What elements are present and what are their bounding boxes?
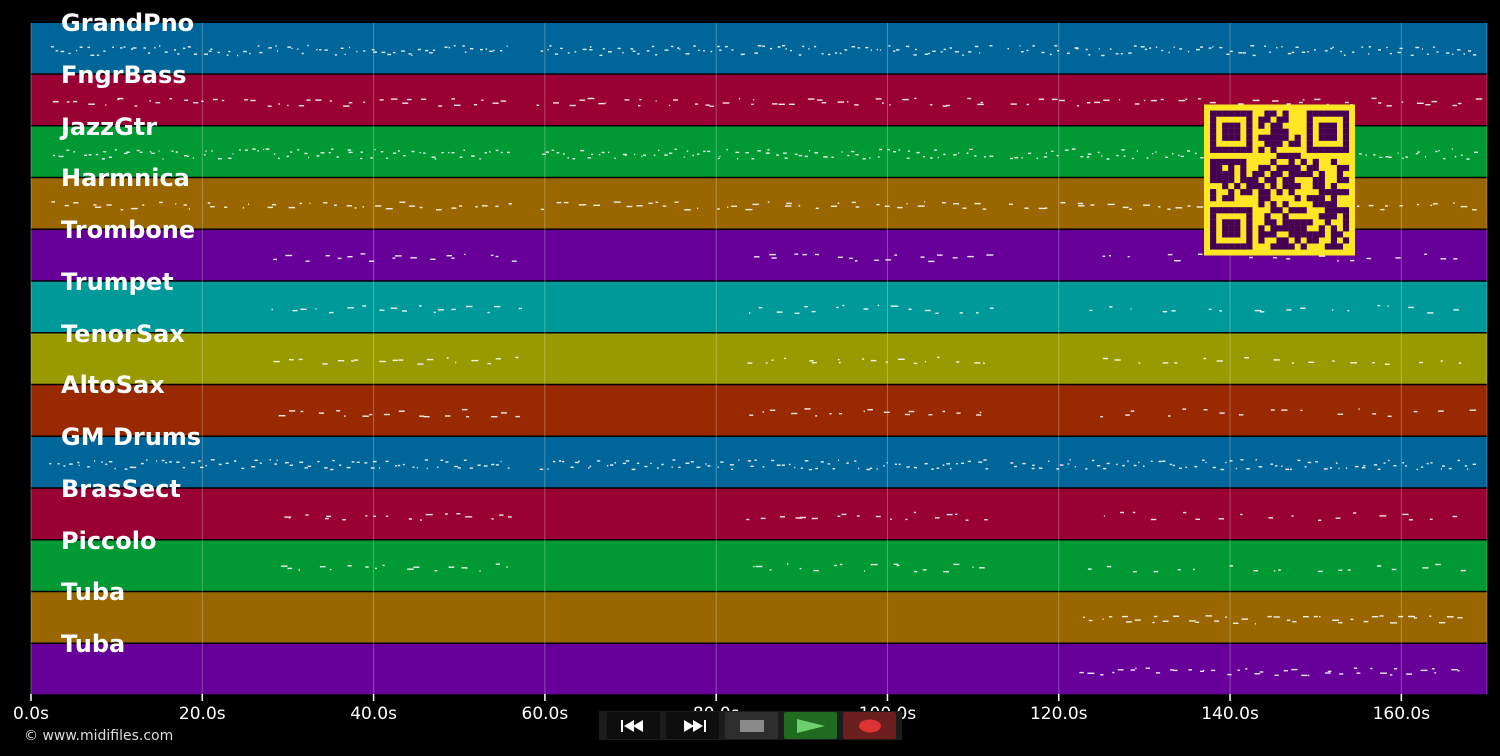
track-name-label: Trombone — [61, 216, 196, 244]
track-lane — [31, 592, 1487, 643]
fast-forward-icon — [683, 719, 706, 732]
time-tick-label: 20.0s — [178, 704, 226, 724]
copyright-text: © www.midifiles.com — [24, 728, 174, 744]
track-name-label: Harmnica — [61, 164, 190, 193]
qr-code[interactable] — [1204, 104, 1355, 256]
track-lane — [31, 333, 1487, 384]
track-name-label: JazzGtr — [61, 112, 158, 141]
track-lane — [31, 644, 1487, 695]
stop-button[interactable] — [725, 712, 778, 739]
track-lane — [31, 385, 1487, 436]
play-icon — [796, 718, 825, 733]
track-lane — [31, 488, 1487, 539]
record-icon — [858, 719, 881, 732]
time-tick-label: 40.0s — [350, 704, 397, 724]
track-name-label: Piccolo — [61, 526, 157, 555]
track-name-label: TenorSax — [61, 319, 185, 348]
rewind-icon — [620, 719, 643, 732]
time-tick-label: 60.0s — [521, 704, 569, 724]
track-name-label: BrasSect — [61, 474, 181, 503]
track-lane — [31, 540, 1487, 591]
play-button[interactable] — [784, 712, 837, 739]
time-tick-label: 160.0s — [1372, 704, 1431, 724]
time-tick-label: 120.0s — [1029, 704, 1088, 724]
track-name-label: AltoSax — [61, 371, 165, 400]
track-name-label: Trumpet — [61, 267, 174, 296]
track-name-label: Tuba — [61, 578, 126, 607]
track-lane — [31, 281, 1487, 332]
track-name-label: FngrBass — [61, 60, 187, 89]
note-marks — [49, 44, 1483, 677]
transport-bar — [599, 711, 902, 740]
track-lane — [31, 437, 1487, 488]
track-name-label: GM Drums — [61, 423, 202, 451]
record-button[interactable] — [843, 712, 896, 739]
track-name-label: Tuba — [61, 630, 126, 658]
time-tick-label: 0.0s — [13, 704, 49, 724]
rewind-button[interactable] — [607, 712, 660, 739]
stop-icon — [739, 719, 764, 732]
time-tick-label: 140.0s — [1201, 704, 1259, 724]
fast-forward-button[interactable] — [666, 712, 719, 739]
track-name-label: GrandPno — [61, 9, 195, 37]
track-lane — [31, 23, 1487, 74]
